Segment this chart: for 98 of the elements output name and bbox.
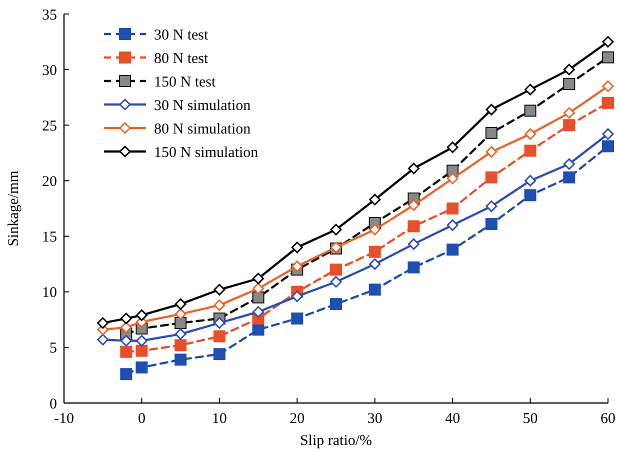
legend-label: 80 N test	[154, 50, 209, 67]
point	[97, 317, 109, 329]
y-tick-label: 10	[42, 285, 57, 302]
point	[486, 104, 498, 116]
point	[446, 219, 458, 231]
x-tick-label: 30	[367, 411, 382, 427]
point	[214, 284, 226, 296]
point	[120, 346, 132, 358]
point	[524, 84, 536, 96]
x-tick-label: 20	[290, 411, 305, 427]
point	[136, 335, 148, 347]
point	[174, 328, 186, 340]
point	[524, 189, 536, 202]
point	[485, 126, 498, 139]
point	[369, 258, 381, 270]
point	[602, 96, 614, 109]
point	[174, 308, 186, 320]
point	[136, 361, 148, 374]
point	[408, 162, 420, 174]
x-tick-label: 40	[445, 411, 460, 427]
point	[602, 140, 614, 152]
point	[524, 174, 536, 186]
point	[120, 335, 132, 347]
point	[120, 322, 132, 334]
y-tick-label: 5	[50, 340, 57, 357]
point	[291, 312, 304, 325]
point	[120, 312, 132, 324]
legend-label: 150 N simulation	[154, 144, 259, 161]
x-tick-label: -10	[54, 411, 74, 427]
point	[252, 291, 264, 304]
point	[214, 299, 226, 311]
legend-label: 30 N simulation	[154, 98, 252, 114]
point	[213, 348, 226, 360]
point	[136, 344, 148, 357]
point	[602, 128, 614, 140]
y-axis-title: Sinkage/mm	[6, 170, 22, 246]
point	[120, 368, 132, 380]
point	[563, 64, 575, 76]
point	[602, 80, 614, 92]
point	[446, 202, 459, 214]
point	[563, 78, 576, 90]
point	[368, 284, 381, 296]
x-tick-label: 50	[522, 411, 538, 427]
x-tick-label: 0	[138, 411, 146, 427]
legend-label: 30 N test	[154, 27, 209, 44]
point	[563, 107, 575, 119]
point	[446, 244, 459, 256]
point	[330, 276, 342, 288]
point	[174, 316, 187, 329]
point	[214, 317, 226, 329]
point	[291, 290, 303, 302]
point	[330, 224, 342, 236]
x-tick-label: 10	[212, 411, 227, 427]
y-tick-label: 30	[42, 62, 57, 79]
point	[369, 194, 381, 206]
point	[485, 218, 498, 230]
point	[485, 171, 498, 184]
point	[446, 142, 458, 154]
point	[291, 260, 303, 272]
point	[252, 272, 264, 284]
y-tick-label: 25	[42, 118, 57, 134]
x-tick-label: 60	[600, 411, 616, 427]
point	[174, 298, 186, 310]
point	[408, 199, 420, 211]
point	[252, 306, 264, 318]
point	[330, 264, 342, 276]
point	[252, 282, 264, 294]
point	[174, 339, 187, 352]
point	[486, 200, 498, 212]
y-tick-label: 35	[42, 7, 57, 24]
point	[291, 242, 303, 254]
point	[174, 354, 187, 366]
y-tick-label: 20	[42, 174, 57, 190]
legend-label: 150 N test	[154, 74, 216, 90]
point	[446, 172, 458, 184]
point	[524, 144, 536, 157]
point	[136, 309, 148, 321]
y-tick-label: 15	[42, 230, 57, 246]
point	[602, 51, 614, 64]
point	[563, 119, 576, 132]
point	[252, 324, 264, 336]
point	[408, 238, 420, 250]
y-tick-label: 0	[50, 396, 57, 412]
point	[486, 146, 498, 158]
point	[524, 128, 536, 140]
point	[563, 171, 576, 184]
point	[97, 334, 109, 346]
point	[213, 330, 226, 342]
point	[330, 298, 342, 310]
point	[602, 36, 614, 48]
point	[368, 246, 381, 258]
point	[408, 220, 420, 232]
point	[369, 224, 381, 236]
point	[524, 104, 536, 117]
legend-label: 80 N simulation	[154, 121, 252, 138]
x-axis-title: Slip ratio/%	[300, 433, 372, 449]
point	[563, 158, 575, 170]
point	[408, 261, 420, 274]
